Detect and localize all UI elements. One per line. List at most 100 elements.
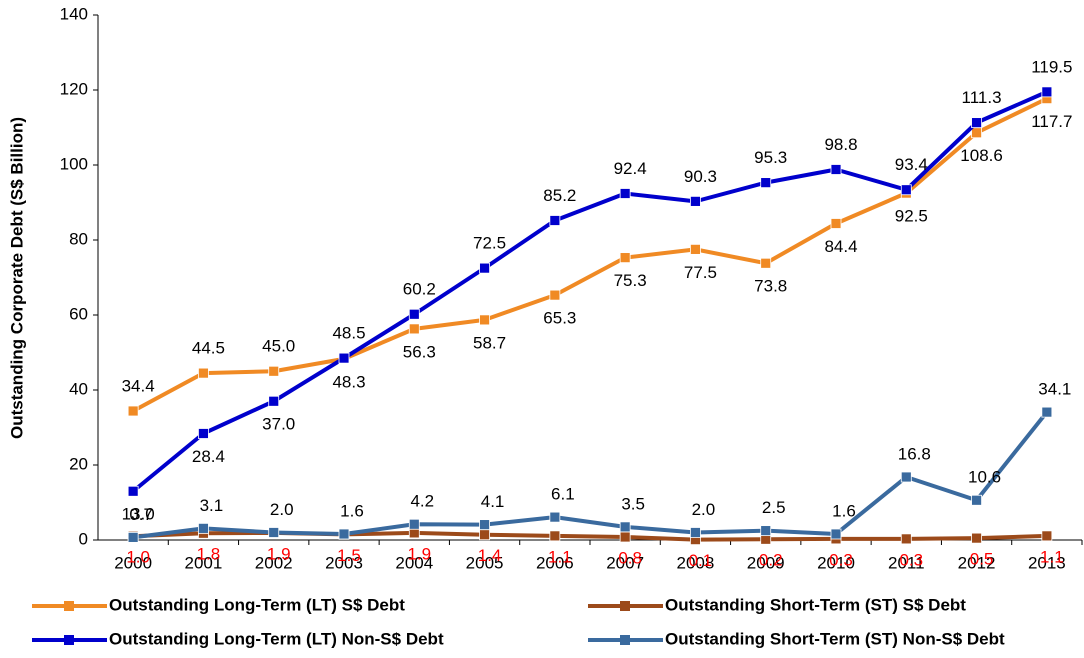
data-label: 2.0: [270, 500, 294, 519]
data-label: 1.9: [267, 544, 291, 563]
marker: [619, 531, 631, 543]
marker: [479, 529, 490, 541]
data-label: 4.1: [481, 492, 505, 511]
y-tick-label: 0: [79, 529, 88, 548]
data-label: 72.5: [473, 234, 506, 253]
data-label: 77.5: [684, 263, 717, 282]
legend-marker: [620, 601, 630, 611]
marker: [127, 531, 139, 543]
data-label: 3.1: [200, 496, 224, 515]
marker: [619, 521, 631, 533]
data-label: 44.5: [192, 339, 225, 358]
y-tick-label: 40: [69, 379, 88, 398]
x-tick-label: 2007: [606, 553, 644, 572]
x-tick-label: 2010: [817, 553, 855, 572]
data-label: 92.5: [895, 207, 928, 226]
data-label: 1.0: [126, 548, 150, 567]
series-line: [132, 96, 1048, 413]
x-tick-label: 2005: [466, 553, 504, 572]
marker: [760, 177, 772, 189]
legend-label: Outstanding Long-Term (LT) Non-S$ Debt: [109, 629, 444, 648]
marker: [900, 533, 912, 545]
data-label: 10.6: [968, 468, 1001, 487]
marker: [971, 127, 982, 139]
data-label: 45.0: [262, 337, 295, 356]
data-label: 2.0: [692, 500, 716, 519]
marker: [198, 522, 209, 534]
marker: [127, 405, 139, 417]
legend-marker: [64, 635, 74, 645]
data-label: 13.0: [122, 505, 155, 524]
marker: [549, 530, 561, 542]
data-label: 0.2: [759, 551, 783, 570]
data-label: 48.5: [332, 324, 365, 343]
data-label: 75.3: [614, 271, 647, 290]
data-label: 1.4: [478, 546, 502, 565]
x-tick-label: 2003: [325, 553, 363, 572]
data-label: 85.2: [543, 186, 576, 205]
marker: [1041, 86, 1053, 98]
marker: [549, 215, 561, 226]
series-line: [132, 410, 1049, 540]
data-label: 1.1: [1040, 547, 1064, 566]
data-label: 108.6: [960, 146, 1003, 165]
x-tick-label: 2001: [185, 553, 223, 572]
data-label: 1.8: [197, 545, 221, 564]
data-label: 98.8: [824, 135, 857, 154]
x-tick-label: 2013: [1028, 553, 1066, 572]
marker: [619, 188, 631, 199]
data-label: 0.8: [618, 548, 642, 567]
data-label: 60.2: [403, 280, 436, 299]
data-label: 111.3: [962, 88, 1002, 107]
data-label: 1.6: [340, 501, 364, 520]
marker: [830, 164, 842, 175]
marker: [198, 428, 209, 439]
data-label: 92.4: [614, 159, 647, 178]
marker: [408, 308, 420, 320]
marker: [479, 262, 490, 274]
marker: [127, 485, 139, 497]
data-label: 37.0: [262, 415, 295, 434]
data-label: 34.1: [1038, 380, 1071, 399]
marker: [900, 184, 912, 196]
y-axis-title: Outstanding Corporate Debt (S$ Billion): [7, 117, 26, 439]
marker: [760, 257, 772, 269]
marker: [408, 518, 420, 530]
y-tick-label: 100: [60, 154, 88, 173]
marker: [338, 352, 350, 364]
data-label: 28.4: [192, 447, 225, 466]
data-label: 1.1: [548, 547, 572, 566]
data-label: 34.4: [122, 376, 155, 395]
data-label: 16.8: [898, 444, 931, 463]
x-tick-label: 2004: [395, 553, 433, 572]
data-label: 58.7: [473, 333, 506, 352]
data-label: 93.4: [895, 155, 928, 174]
marker: [971, 494, 982, 506]
data-label: 0.5: [970, 550, 994, 569]
legend-marker: [64, 601, 74, 611]
y-tick-label: 120: [60, 79, 88, 98]
marker: [1041, 530, 1053, 542]
data-label: 1.5: [337, 546, 361, 565]
y-tick-label: 80: [69, 229, 88, 248]
data-label: 0.3: [899, 550, 923, 569]
data-label: 3.5: [621, 494, 645, 513]
marker: [268, 395, 280, 407]
marker: [690, 195, 701, 207]
marker: [549, 289, 561, 301]
y-tick-label: 140: [60, 4, 88, 23]
data-label: 48.3: [332, 372, 365, 391]
series-line: [131, 90, 1048, 493]
x-tick-label: 2009: [747, 553, 785, 572]
data-label: 1.6: [832, 501, 856, 520]
marker: [338, 528, 350, 540]
marker: [830, 218, 842, 229]
marker: [268, 365, 280, 377]
legend-label: Outstanding Short-Term (ST) S$ Debt: [665, 595, 966, 614]
x-tick-label: 2000: [114, 553, 152, 572]
marker: [408, 323, 420, 335]
marker: [1041, 406, 1053, 418]
x-tick-label: 2011: [888, 553, 925, 572]
data-label: 0.7: [129, 505, 153, 524]
data-label: 0.1: [689, 551, 713, 570]
